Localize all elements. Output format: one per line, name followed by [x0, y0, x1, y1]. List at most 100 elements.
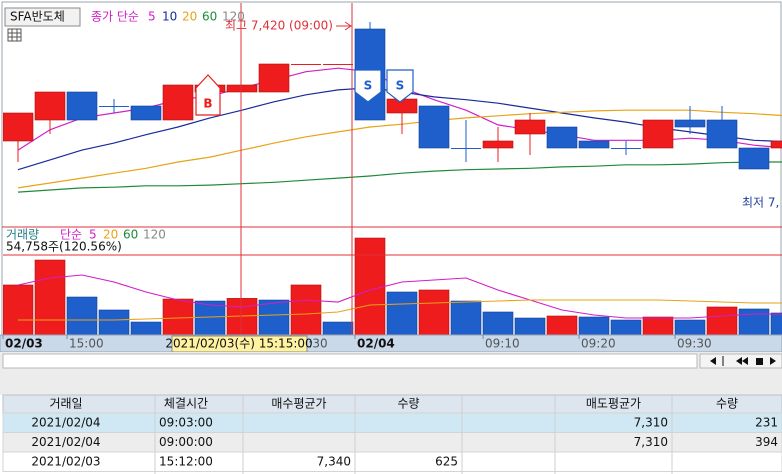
- candle-body: [770, 140, 782, 149]
- table-cell: 2021/02/04: [31, 435, 100, 449]
- candle-body: [674, 119, 706, 128]
- buy-marker-label: B: [203, 97, 212, 111]
- sell-marker-label: S: [364, 79, 373, 93]
- trade-table: 거래일 체결시간 매수평균가 수량 매도평균가 수량 2021/02/04 09:03:00 7…: [2, 394, 782, 474]
- table-cell: 7,310: [634, 416, 668, 430]
- candle-body: [3, 112, 34, 142]
- table-cell: 09:00:00: [159, 435, 213, 449]
- x-tick-label: 09:30: [677, 337, 712, 351]
- volume-moving-average: [17, 274, 782, 319]
- volume-bar: [610, 319, 642, 335]
- volume-panel: [3, 237, 782, 335]
- volume-readout: 54,758주(120.56%): [6, 240, 122, 254]
- candle-body: [258, 63, 290, 93]
- volume-bar: [450, 300, 482, 335]
- table-cell: 15:12:00: [159, 455, 213, 469]
- ma-legend: 60: [202, 10, 217, 24]
- x-axis: 02/03 15:00 15:30 02/04 09:10 09:20 09:302021/…: [2, 335, 712, 353]
- page-left-2[interactable]: [742, 357, 748, 365]
- candle-body: [546, 126, 578, 149]
- table-cell: 2021/02/04: [31, 416, 100, 430]
- candle-body: [130, 105, 162, 121]
- volume-ma-legend: 120: [143, 228, 166, 242]
- candle-body: [99, 106, 129, 107]
- column-header: 체결시간: [164, 397, 208, 411]
- table-cell: 394: [755, 435, 778, 449]
- sell-marker: [354, 69, 382, 103]
- volume-label: 거래량: [6, 228, 39, 242]
- table-cell: 2021/02/03: [31, 455, 100, 469]
- candle-body: [66, 91, 98, 121]
- high-annotation: 최고 7,420 (09:00): [225, 19, 333, 33]
- candle-body: [162, 84, 194, 121]
- candle-body: [578, 140, 610, 149]
- volume-moving-average: [18, 299, 782, 321]
- volume-bar: [770, 312, 782, 335]
- x-tick-label: 02/03: [5, 337, 43, 351]
- table-cell: 7,340: [317, 455, 351, 469]
- column-header: 거래일: [49, 397, 82, 411]
- candle-body: [34, 91, 66, 121]
- buy-marker: [195, 74, 221, 116]
- page-left[interactable]: [736, 357, 742, 365]
- volume-bar: [130, 321, 162, 335]
- volume-ma-legend: 5: [89, 228, 97, 242]
- symbol-name: SFA반도체: [10, 10, 65, 24]
- candle-body: [451, 148, 481, 149]
- table-cell: 09:03:00: [159, 416, 213, 430]
- volume-bar: [98, 309, 130, 335]
- volume-bar: [706, 306, 738, 335]
- column-header: 매도평균가: [586, 397, 641, 411]
- volume-bar: [290, 284, 322, 335]
- candle-body: [514, 119, 546, 135]
- x-tick-label: 02/04: [357, 337, 395, 351]
- volume-bar: [322, 321, 354, 335]
- column-header: 수량: [716, 397, 738, 411]
- volume-bar: [578, 316, 610, 335]
- candle-body: [611, 148, 641, 149]
- volume-ma-label: 단순: [60, 228, 82, 242]
- volume-ma-legend: 60: [123, 228, 138, 242]
- volume-bar: [642, 316, 674, 335]
- low-annotation: 최저 7,: [742, 196, 779, 210]
- volume-bar: [3, 284, 34, 335]
- moving-average: [17, 161, 782, 193]
- candle-body: [706, 119, 738, 149]
- sell-marker-label: S: [396, 79, 405, 93]
- volume-bar: [546, 315, 578, 335]
- scrollbar[interactable]: [2, 353, 698, 369]
- table-cell: 7,310: [634, 435, 668, 449]
- volume-bar: [738, 308, 770, 335]
- table-cell: 625: [435, 455, 458, 469]
- scroll-right[interactable]: [770, 357, 776, 365]
- scroll-left[interactable]: [710, 357, 716, 365]
- candle-body: [482, 140, 514, 149]
- candle-body: [291, 64, 321, 65]
- volume-ma-legend: 20: [103, 228, 118, 242]
- ma-legend: 120: [222, 10, 245, 24]
- cursor-label: 2021/02/03(수) 15:15:00: [165, 337, 312, 351]
- volume-bar: [418, 289, 450, 335]
- table-row[interactable]: [2, 451, 782, 472]
- scroll-buttons: [699, 353, 782, 369]
- candle-body: [323, 64, 353, 65]
- price-panel: B S S: [3, 22, 782, 193]
- volume-bar: [482, 311, 514, 335]
- candle-body: [738, 147, 770, 170]
- chart-frame: [1, 1, 782, 336]
- symbol-box[interactable]: [4, 7, 81, 27]
- ma-legend: 10: [162, 10, 177, 24]
- column-header: 수량: [397, 397, 419, 411]
- volume-bar: [386, 291, 418, 335]
- volume-bar: [66, 296, 98, 335]
- x-tick-label: 09:10: [485, 337, 520, 351]
- grid-icon[interactable]: [7, 28, 22, 42]
- table-cell: 231: [755, 416, 778, 430]
- ma-legend: 20: [182, 10, 197, 24]
- volume-bar: [34, 259, 66, 335]
- candle-body: [642, 119, 674, 149]
- stop[interactable]: [756, 358, 763, 365]
- high-arrow: [336, 21, 352, 31]
